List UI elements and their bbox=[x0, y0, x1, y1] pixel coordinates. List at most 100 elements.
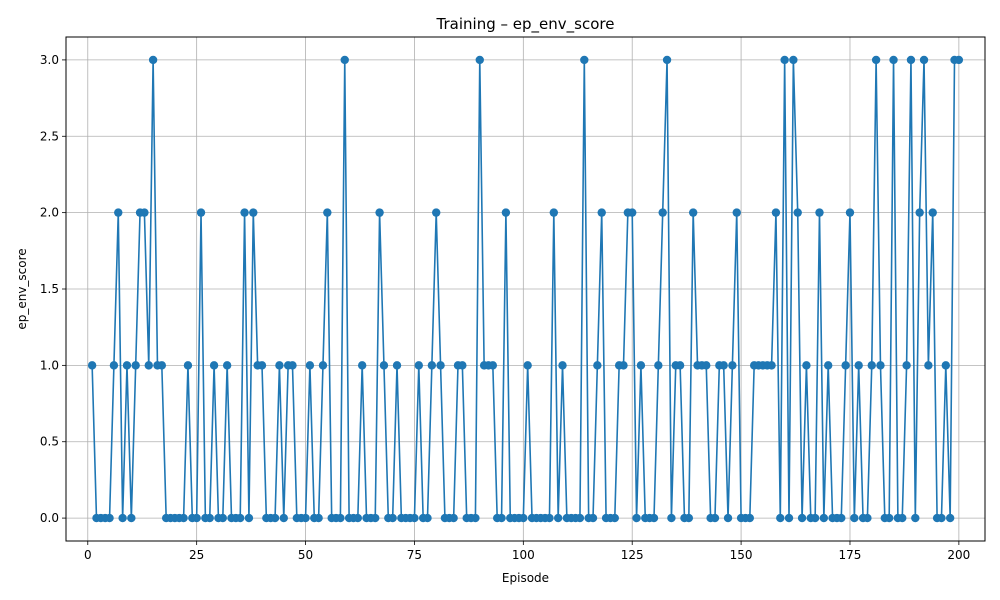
y-tick-label: 1.5 bbox=[40, 282, 59, 296]
data-point bbox=[336, 513, 345, 523]
data-point bbox=[784, 513, 794, 523]
data-point bbox=[837, 513, 846, 523]
data-point bbox=[270, 513, 280, 523]
data-point bbox=[688, 208, 698, 217]
data-point bbox=[122, 361, 132, 370]
data-point bbox=[745, 513, 755, 523]
data-point bbox=[501, 208, 511, 217]
data-point bbox=[815, 208, 824, 217]
data-point bbox=[884, 513, 894, 523]
data-point bbox=[675, 361, 685, 370]
data-point bbox=[867, 361, 876, 370]
data-point bbox=[863, 513, 872, 523]
data-point bbox=[357, 361, 367, 370]
data-point bbox=[249, 208, 258, 217]
data-point bbox=[723, 513, 733, 523]
data-point bbox=[192, 513, 201, 523]
data-point bbox=[824, 361, 833, 370]
data-point bbox=[819, 513, 829, 523]
data-point bbox=[114, 208, 123, 217]
data-point bbox=[449, 513, 458, 523]
data-point bbox=[148, 55, 158, 65]
y-tick-label: 1.0 bbox=[40, 358, 59, 372]
data-point bbox=[684, 513, 694, 523]
data-point bbox=[127, 513, 136, 523]
data-point bbox=[802, 361, 811, 370]
data-point bbox=[375, 208, 384, 217]
data-point bbox=[902, 361, 911, 370]
data-point bbox=[593, 361, 602, 370]
data-point bbox=[288, 361, 297, 370]
data-point bbox=[244, 513, 254, 523]
data-point bbox=[928, 208, 937, 217]
data-point bbox=[667, 513, 676, 523]
data-point bbox=[87, 361, 97, 370]
data-point bbox=[179, 513, 188, 523]
data-point bbox=[392, 361, 402, 370]
data-point bbox=[109, 361, 119, 370]
data-point bbox=[558, 361, 567, 370]
data-point bbox=[423, 513, 432, 523]
x-tick-label: 0 bbox=[84, 548, 92, 562]
data-point bbox=[379, 361, 389, 370]
data-point bbox=[340, 55, 349, 65]
data-point bbox=[619, 361, 628, 370]
data-point bbox=[911, 513, 920, 523]
x-tick-label: 100 bbox=[512, 548, 535, 562]
data-point bbox=[810, 513, 820, 523]
data-point bbox=[728, 361, 737, 370]
data-point bbox=[575, 513, 585, 523]
data-point bbox=[658, 208, 667, 217]
x-tick-label: 150 bbox=[730, 548, 753, 562]
data-point bbox=[776, 513, 785, 523]
data-point bbox=[841, 361, 850, 370]
data-point bbox=[371, 513, 380, 523]
data-point bbox=[588, 513, 598, 523]
data-point bbox=[432, 208, 441, 217]
data-point bbox=[222, 361, 232, 370]
data-point bbox=[475, 55, 484, 65]
data-point bbox=[471, 513, 480, 523]
data-point bbox=[580, 55, 589, 65]
data-point bbox=[236, 513, 245, 523]
data-point bbox=[719, 361, 728, 370]
data-point bbox=[915, 208, 924, 217]
data-point bbox=[427, 361, 437, 370]
data-point bbox=[279, 513, 288, 523]
data-point bbox=[941, 361, 951, 370]
data-point bbox=[710, 513, 720, 523]
data-point bbox=[218, 513, 227, 523]
data-point bbox=[488, 361, 498, 370]
data-point bbox=[780, 55, 789, 65]
data-point bbox=[549, 208, 559, 217]
data-point bbox=[845, 208, 855, 217]
x-tick-label: 200 bbox=[947, 548, 970, 562]
data-point bbox=[314, 513, 323, 523]
data-point bbox=[662, 55, 672, 65]
data-point bbox=[654, 361, 663, 370]
data-point bbox=[209, 361, 219, 370]
data-point bbox=[545, 513, 554, 523]
data-point bbox=[850, 513, 859, 523]
x-axis: 0 25 50 75 100 125 150 175 200 bbox=[84, 541, 970, 562]
data-point bbox=[305, 361, 315, 370]
data-point bbox=[889, 55, 898, 65]
data-point bbox=[871, 55, 881, 65]
y-tick-label: 2.5 bbox=[40, 129, 59, 143]
data-point bbox=[854, 361, 863, 370]
x-tick-label: 125 bbox=[621, 548, 644, 562]
data-point bbox=[105, 513, 114, 523]
data-point bbox=[954, 55, 964, 65]
y-tick-label: 2.0 bbox=[40, 206, 59, 220]
data-point bbox=[628, 208, 637, 217]
data-point bbox=[906, 55, 916, 65]
chart-title: Training – ep_env_score bbox=[436, 15, 615, 34]
data-point bbox=[157, 361, 167, 370]
data-point bbox=[140, 208, 149, 217]
data-point bbox=[793, 208, 802, 217]
data-point bbox=[318, 361, 328, 370]
data-point bbox=[649, 513, 659, 523]
data-point bbox=[597, 208, 606, 217]
data-point bbox=[702, 361, 711, 370]
data-point bbox=[131, 361, 140, 370]
